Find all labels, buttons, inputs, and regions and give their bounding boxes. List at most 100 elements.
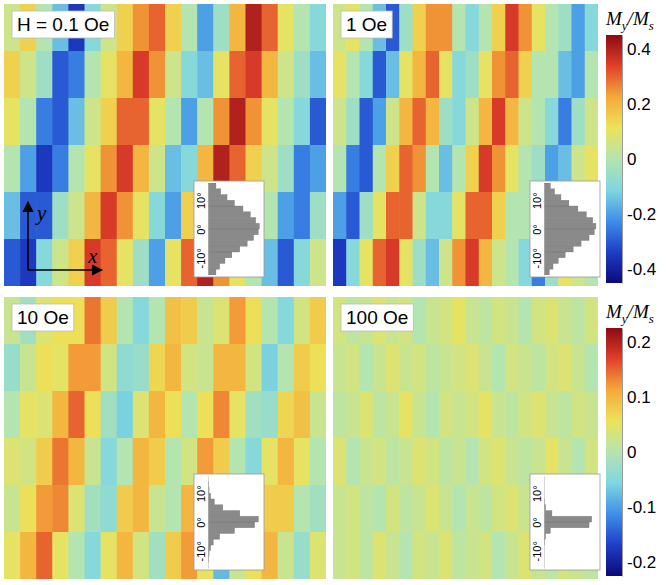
- cell: [149, 391, 166, 439]
- cell: [545, 391, 559, 439]
- cell: [333, 98, 347, 146]
- cell: [85, 192, 102, 240]
- panel-title: 100 Oe: [341, 304, 413, 331]
- cell: [52, 192, 69, 240]
- cell: [165, 51, 182, 99]
- cell: [310, 192, 326, 240]
- cell: [36, 485, 53, 533]
- cell: [492, 391, 506, 439]
- colorbar-tick-label: -0.4: [627, 260, 656, 279]
- colorbar-tick-label: -0.2: [627, 205, 656, 224]
- cell: [36, 438, 53, 486]
- histogram-bar: [544, 264, 553, 270]
- histogram-bar: [544, 223, 596, 229]
- cell: [333, 344, 347, 392]
- cell: [4, 438, 21, 486]
- cell: [492, 145, 506, 193]
- cell: [36, 239, 53, 286]
- cell: [149, 145, 166, 193]
- cell: [262, 391, 279, 439]
- cell: [466, 297, 480, 345]
- cell: [294, 145, 311, 193]
- cell: [68, 485, 85, 533]
- histogram-bar: [208, 516, 258, 522]
- cell: [117, 297, 134, 345]
- inset-tick-label: 10°: [195, 192, 207, 209]
- cell: [4, 391, 21, 439]
- cell: [165, 239, 182, 286]
- histogram-bar: [544, 183, 550, 189]
- cell: [278, 192, 295, 240]
- cell: [278, 145, 295, 193]
- cell: [346, 145, 360, 193]
- cell: [399, 438, 413, 486]
- cell: [197, 344, 214, 392]
- cell: [85, 51, 102, 99]
- cell: [117, 485, 134, 533]
- inset-tick-label: 0°: [531, 517, 543, 528]
- histogram-bar: [208, 499, 214, 505]
- cell: [133, 532, 150, 579]
- cell: [505, 51, 519, 99]
- panel-title-text: 100 Oe: [346, 307, 408, 328]
- cell: [213, 391, 230, 439]
- histogram-bars: [544, 183, 596, 275]
- colorbar-tick: -0.4: [622, 260, 656, 279]
- cell: [585, 4, 598, 52]
- cell: [452, 51, 466, 99]
- cell: [101, 51, 118, 99]
- colorbar: 0.40.20-0.2-0.4My/Ms: [605, 8, 656, 284]
- cell: [229, 391, 246, 439]
- inset-tick: 10°: [531, 192, 544, 209]
- cell: [36, 51, 53, 99]
- cell: [532, 344, 546, 392]
- cell: [545, 51, 559, 99]
- cell: [585, 344, 598, 392]
- cell: [426, 532, 440, 579]
- cell: [452, 344, 466, 392]
- cell: [386, 51, 400, 99]
- cell: [360, 344, 374, 392]
- cell: [386, 391, 400, 439]
- colorbar-tick-label: 0: [627, 150, 636, 169]
- cell: [466, 239, 480, 286]
- cell: [149, 485, 166, 533]
- inset-y-axis: -10°0°10°: [531, 184, 545, 276]
- cell: [246, 98, 263, 146]
- cell: [262, 344, 279, 392]
- colorbar-label-part: s: [649, 311, 654, 326]
- cell: [117, 438, 134, 486]
- cell: [4, 532, 21, 579]
- cell: [452, 192, 466, 240]
- cell: [479, 344, 493, 392]
- cell: [346, 98, 360, 146]
- cell: [333, 532, 347, 579]
- cell: [519, 344, 533, 392]
- cell: [149, 239, 166, 286]
- cell: [294, 51, 311, 99]
- cell: [386, 344, 400, 392]
- cell: [165, 192, 182, 240]
- cell: [346, 344, 360, 392]
- cell: [439, 297, 453, 345]
- cell: [310, 145, 326, 193]
- cell: [426, 98, 440, 146]
- histogram-bar: [208, 206, 243, 212]
- cell: [492, 51, 506, 99]
- cell: [545, 4, 559, 52]
- cell: [4, 485, 21, 533]
- histogram-bar: [208, 235, 254, 241]
- cell: [52, 344, 69, 392]
- cell: [505, 391, 519, 439]
- cell: [133, 391, 150, 439]
- panel-title: H = 0.1 Oe: [12, 11, 114, 38]
- histogram-bar: [208, 241, 247, 247]
- histogram-bar: [544, 528, 550, 534]
- cell: [133, 145, 150, 193]
- cell: [479, 485, 493, 533]
- cell: [492, 344, 506, 392]
- colorbar-label: My/Ms: [605, 301, 654, 326]
- cell: [585, 51, 598, 99]
- cell: [519, 4, 533, 52]
- cell: [4, 344, 21, 392]
